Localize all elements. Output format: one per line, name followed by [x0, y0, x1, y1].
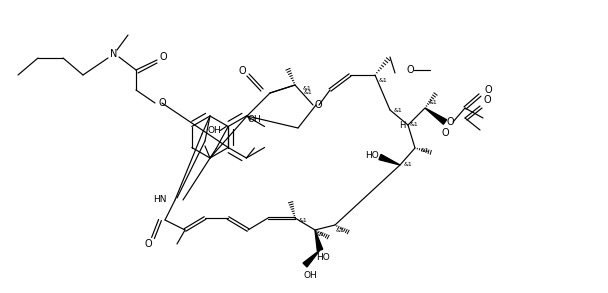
Text: &1: &1	[379, 78, 387, 83]
Text: &1: &1	[404, 163, 412, 168]
Text: HO: HO	[316, 253, 330, 263]
Text: &1: &1	[316, 233, 325, 238]
Text: &1: &1	[303, 91, 313, 96]
Text: O: O	[158, 98, 166, 108]
Text: OH: OH	[207, 126, 221, 135]
Text: &1: &1	[336, 227, 344, 233]
Text: O: O	[406, 65, 414, 75]
Text: &1: &1	[299, 217, 308, 222]
Text: &1: &1	[410, 122, 418, 127]
Text: O: O	[441, 128, 449, 138]
Text: O: O	[446, 117, 454, 127]
Text: &1: &1	[393, 108, 402, 113]
Text: O: O	[314, 100, 322, 110]
Text: &1: &1	[429, 100, 437, 105]
Text: OH: OH	[303, 270, 317, 280]
Text: OH: OH	[247, 115, 261, 125]
Polygon shape	[315, 230, 323, 251]
Text: O: O	[144, 239, 152, 249]
Text: HN: HN	[153, 195, 167, 205]
Text: O: O	[238, 66, 246, 76]
Polygon shape	[425, 108, 447, 124]
Text: &1: &1	[421, 147, 429, 152]
Polygon shape	[303, 250, 320, 267]
Text: O: O	[159, 52, 167, 62]
Polygon shape	[379, 154, 400, 165]
Text: &1: &1	[303, 86, 311, 91]
Text: H: H	[399, 120, 405, 130]
Text: HO: HO	[365, 151, 379, 159]
Text: N: N	[110, 49, 118, 59]
Text: O: O	[484, 85, 492, 95]
Text: O: O	[483, 95, 491, 105]
